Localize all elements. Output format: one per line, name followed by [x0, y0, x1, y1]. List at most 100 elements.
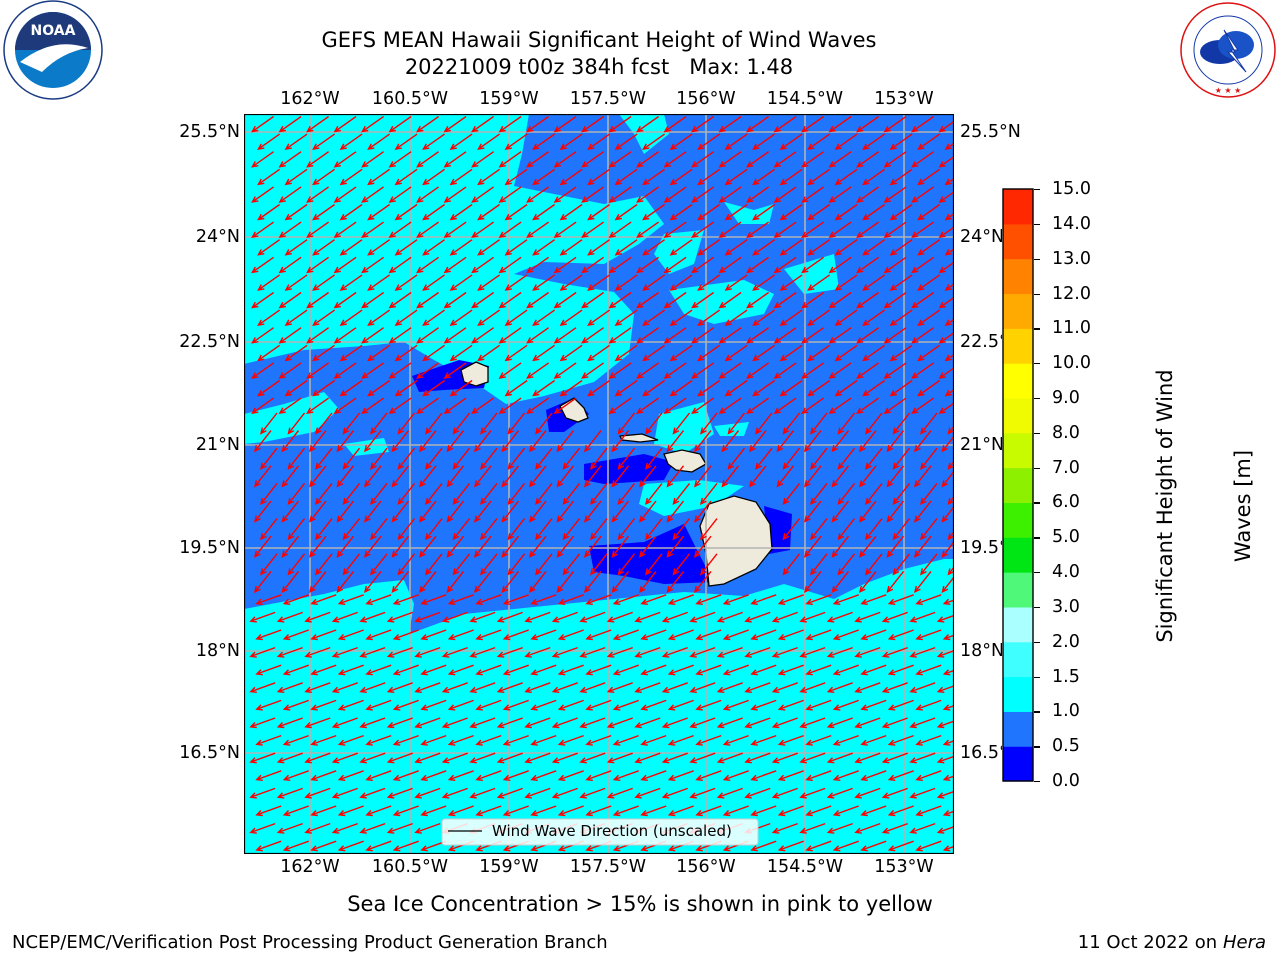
wind-wave-arrow — [689, 717, 716, 729]
wind-wave-arrow — [526, 115, 550, 133]
wind-wave-arrow — [449, 379, 473, 397]
wind-wave-arrow — [727, 447, 746, 470]
colorbar-segment — [1003, 189, 1033, 225]
wind-wave-arrow — [556, 430, 575, 453]
wind-wave-arrow — [917, 379, 941, 397]
wind-wave-arrow — [524, 646, 551, 658]
wind-wave-arrow — [310, 805, 337, 817]
wind-wave-arrow — [447, 594, 474, 605]
wind-wave-arrow — [883, 151, 907, 168]
wind-wave-arrow — [342, 412, 361, 435]
wind-wave-arrow — [920, 518, 938, 541]
wind-wave-arrow — [532, 239, 556, 256]
wind-wave-arrow — [859, 535, 877, 558]
colorbar-tick-label: 3.0 — [1052, 596, 1080, 617]
wind-wave-arrow — [535, 447, 553, 470]
wind-wave-arrow — [889, 379, 913, 397]
wind-wave-arrow — [611, 465, 630, 488]
wind-wave-arrow — [860, 699, 887, 711]
wind-wave-arrow — [718, 327, 742, 344]
wind-wave-arrow — [249, 611, 276, 623]
wind-wave-arrow — [331, 682, 358, 693]
wind-wave-arrow — [469, 611, 496, 623]
wind-wave-arrow — [889, 274, 913, 291]
wind-wave-arrow — [282, 840, 309, 852]
wind-wave-arrow — [342, 447, 361, 470]
wind-wave-arrow — [474, 430, 492, 453]
wind-wave-arrow — [801, 186, 825, 203]
wind-wave-arrow — [257, 168, 281, 186]
wind-wave-arrow — [579, 752, 606, 764]
wind-wave-arrow — [562, 518, 581, 541]
wind-wave-arrow — [636, 115, 660, 133]
map-legend-label: Wind Wave Direction (unscaled) — [492, 822, 732, 840]
wind-wave-arrow — [365, 594, 392, 605]
wind-wave-arrow — [342, 482, 361, 506]
wind-wave-arrow — [312, 203, 336, 221]
colorbar-segment — [1003, 606, 1033, 643]
wind-wave-arrow — [394, 203, 418, 221]
noaa-logo-text: NOAA — [31, 23, 76, 39]
wind-wave-arrow — [911, 151, 935, 168]
wind-wave-arrow — [251, 186, 275, 203]
colorbar-segment — [1003, 537, 1033, 573]
wind-wave-arrow — [342, 518, 361, 541]
wind-wave-arrow — [471, 291, 495, 309]
wind-wave-arrow — [416, 186, 440, 203]
colorbar-tick-mark — [1034, 363, 1040, 365]
wind-wave-arrow — [414, 822, 441, 834]
wind-wave-arrow — [691, 327, 715, 344]
wind-wave-arrow — [771, 787, 798, 799]
wind-wave-arrow — [608, 362, 632, 379]
colorbar-segment — [1003, 502, 1033, 538]
wind-wave-arrow — [477, 344, 501, 362]
wind-wave-arrow — [304, 752, 331, 764]
wind-wave-arrow — [807, 168, 831, 186]
wind-wave-arrow — [860, 840, 887, 852]
wind-wave-arrow — [310, 594, 337, 605]
wind-wave-arrow — [581, 291, 605, 309]
wind-wave-arrow — [361, 221, 385, 239]
wind-wave-arrow — [642, 344, 666, 362]
wind-wave-arrow — [856, 115, 880, 133]
wind-wave-arrow — [887, 805, 914, 817]
wind-wave-arrow — [801, 397, 825, 415]
wind-wave-arrow — [614, 203, 638, 221]
wind-wave-arrow — [750, 699, 777, 711]
wind-wave-arrow — [909, 682, 936, 693]
wind-wave-arrow — [606, 717, 633, 729]
wind-wave-arrow — [942, 774, 954, 781]
wind-wave-arrow — [587, 309, 611, 327]
wind-wave-arrow — [697, 133, 721, 151]
wind-wave-arrow — [782, 412, 801, 435]
wind-wave-arrow — [746, 186, 770, 203]
wind-wave-arrow — [694, 535, 712, 558]
wind-wave-arrow — [883, 186, 907, 203]
wind-wave-arrow — [695, 664, 722, 676]
wind-wave-arrow — [718, 221, 742, 239]
wind-wave-arrow — [471, 221, 495, 239]
wind-wave-arrow — [562, 447, 581, 470]
wind-wave-arrow — [579, 682, 606, 693]
wind-wave-arrow — [920, 482, 938, 506]
wind-wave-arrow — [718, 151, 742, 168]
wind-wave-arrow — [773, 397, 797, 415]
wind-wave-arrow — [284, 168, 308, 186]
wind-wave-arrow — [304, 682, 331, 693]
wind-wave-arrow — [331, 717, 358, 729]
wind-wave-arrow — [938, 367, 954, 379]
wind-wave-arrow — [276, 787, 303, 799]
wind-wave-arrow — [832, 699, 859, 711]
wind-wave-arrow — [862, 344, 886, 362]
wind-wave-arrow — [889, 344, 913, 362]
wind-wave-arrow — [810, 518, 828, 541]
wind-wave-arrow — [361, 115, 385, 133]
wind-wave-arrow — [278, 186, 302, 203]
wind-wave-arrow — [691, 291, 715, 309]
wind-wave-arrow — [834, 133, 858, 151]
wind-wave-arrow — [425, 412, 443, 435]
wind-wave-arrow — [562, 482, 581, 506]
wind-wave-arrow — [886, 465, 905, 488]
colorbar-label: Significant Height of Wind Waves [m] — [1100, 366, 1255, 646]
wind-wave-arrow — [530, 629, 557, 641]
